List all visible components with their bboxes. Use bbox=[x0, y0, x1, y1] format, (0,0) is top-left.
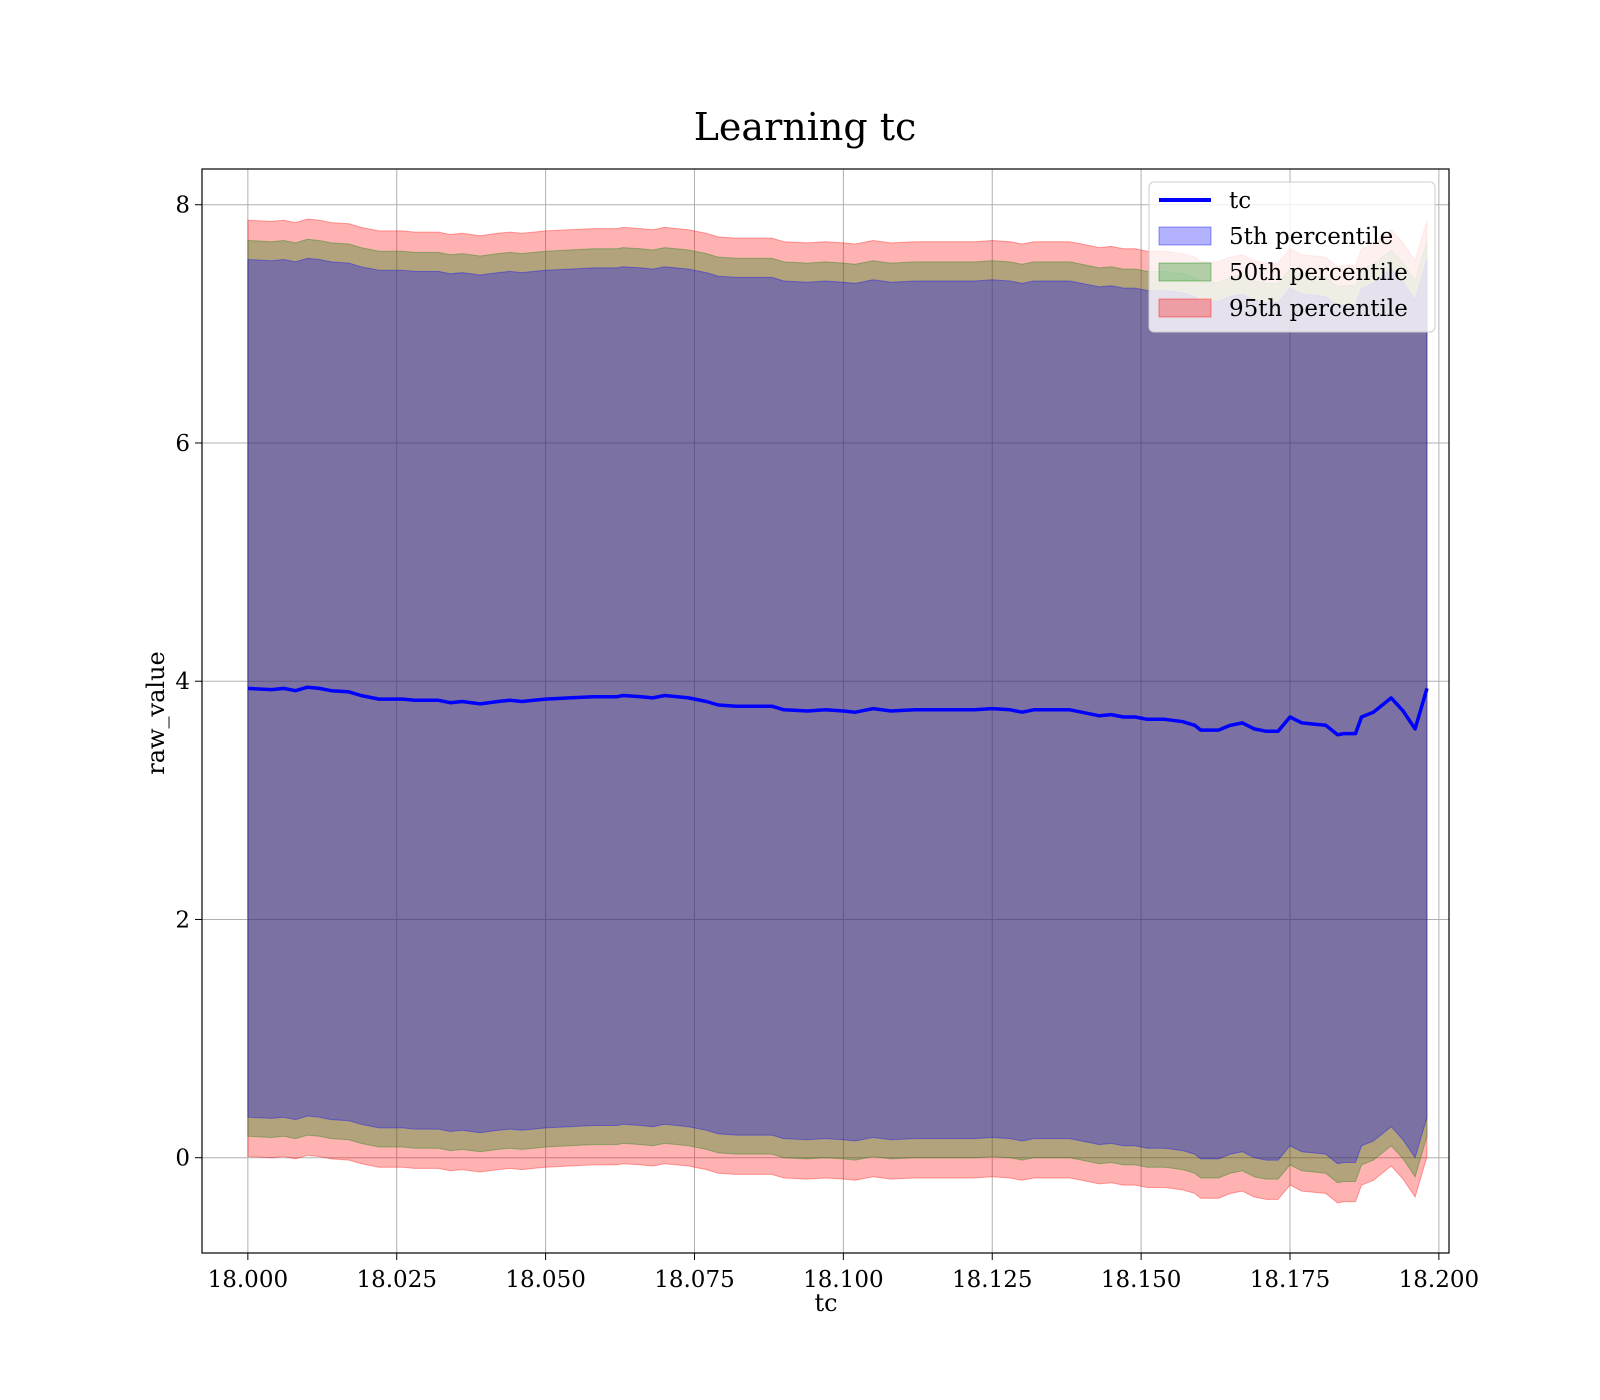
legend-label-5th-percentile: 5th percentile bbox=[1229, 224, 1393, 250]
legend: tc 5th percentile 50th percentile 95th perc… bbox=[1148, 181, 1436, 333]
legend-box bbox=[1148, 181, 1436, 333]
legend-swatch-50th-percentile bbox=[1158, 262, 1212, 282]
x-tick-label: 18.000 bbox=[208, 1267, 288, 1293]
x-tick-label: 18.175 bbox=[1250, 1267, 1330, 1293]
y-axis-label: raw_value bbox=[142, 651, 170, 775]
x-tick-label: 18.150 bbox=[1101, 1267, 1181, 1293]
plot-area: 18.000 18.025 18.050 18.075 18.100 18.125 18.1… bbox=[175, 168, 1479, 1293]
series-line-tc bbox=[247, 685, 1429, 737]
x-tick-label: 18.050 bbox=[505, 1267, 585, 1293]
legend-label-95th-percentile: 95th percentile bbox=[1229, 296, 1408, 322]
x-tick-label: 18.075 bbox=[654, 1267, 734, 1293]
y-tick-label: 8 bbox=[175, 193, 190, 219]
y-tick-label: 6 bbox=[175, 431, 190, 457]
y-tick-label: 2 bbox=[175, 907, 190, 933]
legend-swatch-5th-percentile bbox=[1158, 226, 1212, 246]
chart-title: Learning tc bbox=[694, 105, 917, 149]
y-tick-label: 0 bbox=[175, 1146, 190, 1172]
legend-label-tc: tc bbox=[1229, 188, 1251, 214]
x-tick-label: 18.025 bbox=[356, 1267, 436, 1293]
x-axis-label: tc bbox=[814, 1289, 837, 1317]
y-tick-label: 4 bbox=[175, 669, 190, 695]
legend-swatch-95th-percentile bbox=[1158, 298, 1212, 318]
axes-frame bbox=[201, 168, 1450, 1254]
x-tick-label: 18.125 bbox=[952, 1267, 1032, 1293]
x-tick-label: 18.200 bbox=[1399, 1267, 1479, 1293]
legend-label-50th-percentile: 50th percentile bbox=[1229, 260, 1408, 286]
x-tick-label: 18.100 bbox=[803, 1267, 883, 1293]
